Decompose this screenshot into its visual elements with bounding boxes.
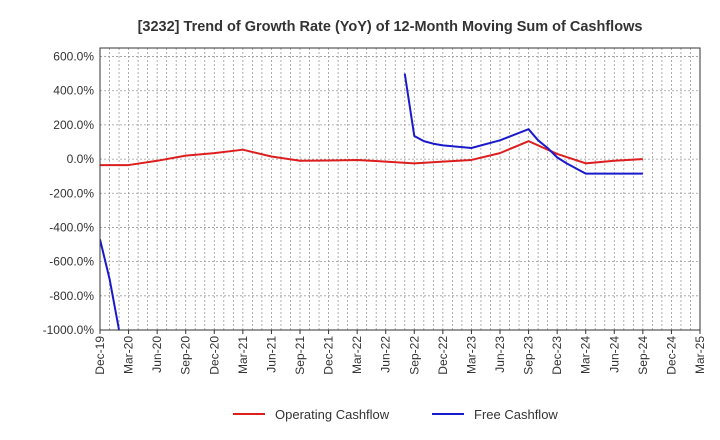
x-tick-label: Jun-22 (379, 336, 393, 373)
x-tick-label: Dec-23 (550, 336, 564, 375)
series-line-operating-cashflow (100, 140, 643, 167)
x-tick-label: Jun-21 (264, 336, 278, 373)
y-tick-label: 400.0% (53, 84, 94, 98)
x-tick-label: Mar-22 (350, 336, 364, 374)
x-tick-label: Mar-21 (236, 336, 250, 374)
x-tick-label: Dec-22 (436, 336, 450, 375)
y-tick-label: 0.0% (67, 152, 95, 166)
y-tick-label: -400.0% (49, 220, 94, 234)
x-tick-label: Sep-21 (293, 336, 307, 375)
plot-area-border (99, 47, 701, 331)
x-tick-label: Mar-25 (693, 336, 707, 374)
x-tick-label: Sep-23 (522, 336, 536, 375)
x-tick-label: Mar-24 (579, 336, 593, 374)
x-tick-label: Sep-24 (636, 336, 650, 375)
y-tick-label: -600.0% (49, 255, 94, 269)
y-tick-label: 200.0% (53, 118, 94, 132)
legend-label: Free Cashflow (474, 407, 558, 422)
series-line-free-cashflow (403, 73, 643, 175)
series-lines (100, 73, 643, 330)
y-tick-label: -800.0% (49, 289, 94, 303)
y-tick-label: -1000.0% (43, 323, 95, 337)
y-axis-ticks: 600.0% 400.0% 200.0% 0.0% -200.0% -400.0% -600… (43, 50, 95, 337)
legend: Operating Cashflow Free Cashflow (233, 407, 558, 422)
x-tick-label: Sep-22 (407, 336, 421, 375)
plot-frame (99, 47, 701, 331)
x-axis-ticks: Dec-19 Mar-20 Jun-20 Sep-20 Dec-20 Mar-21 Jun-… (93, 330, 707, 375)
x-tick-label: Dec-24 (664, 336, 678, 375)
chart-title: [3232] Trend of Growth Rate (YoY) of 12-… (138, 19, 643, 35)
series-line-free-cashflow (100, 239, 121, 330)
x-tick-label: Jun-20 (150, 336, 164, 373)
x-tick-label: Jun-24 (607, 336, 621, 373)
x-tick-label: Sep-20 (179, 336, 193, 375)
x-tick-label: Jun-23 (493, 336, 507, 373)
grid (99, 48, 701, 331)
x-tick-label: Dec-21 (322, 336, 336, 375)
x-tick-label: Mar-20 (122, 336, 136, 374)
x-tick-label: Dec-19 (93, 336, 107, 375)
x-tick-label: Mar-23 (464, 336, 478, 374)
x-tick-label: Dec-20 (207, 336, 221, 375)
y-tick-label: 600.0% (53, 50, 94, 64)
legend-label: Operating Cashflow (275, 407, 390, 422)
y-tick-label: -200.0% (49, 186, 94, 200)
